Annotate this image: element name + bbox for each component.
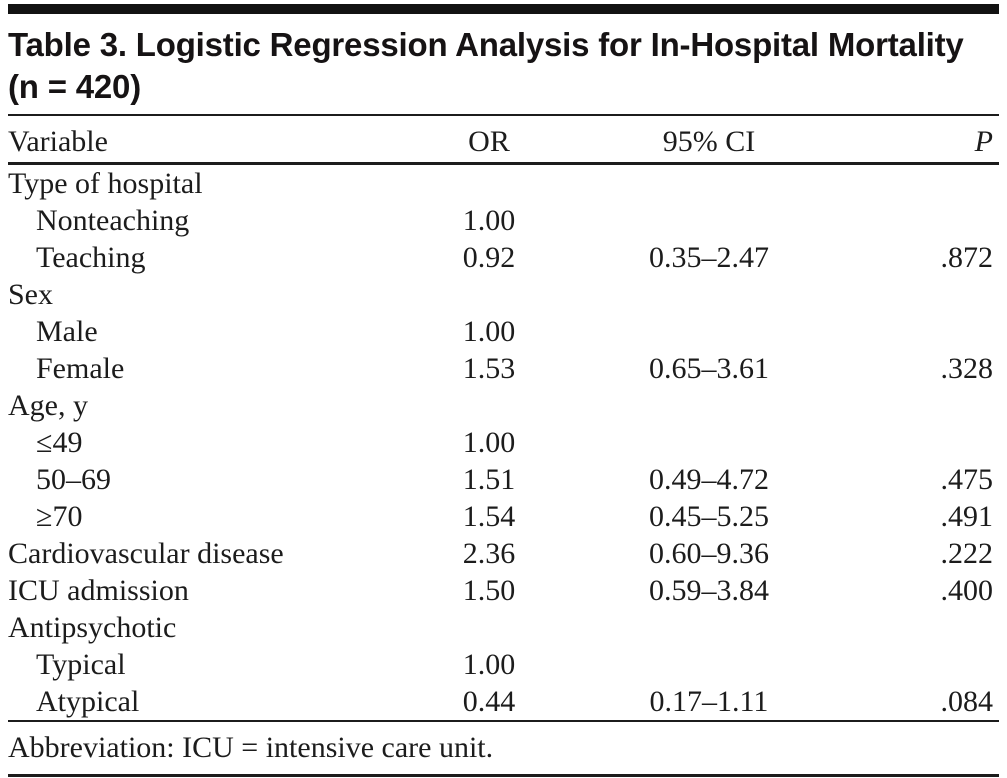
table-footnote: Abbreviation: ICU = intensive care unit. bbox=[8, 731, 494, 764]
table-row: Cardiovascular disease 2.36 0.60–9.36 .2… bbox=[8, 535, 999, 572]
table-row: Sex bbox=[8, 276, 999, 313]
row-ci-value: 0.35–2.47 bbox=[649, 241, 769, 274]
row-or-value: 1.00 bbox=[462, 315, 516, 348]
row-p-value bbox=[889, 424, 999, 461]
table-row: Teaching 0.92 0.35–2.47 .872 bbox=[8, 239, 999, 276]
rule-above-footnote bbox=[8, 720, 999, 722]
row-or-value: 2.36 bbox=[462, 537, 516, 570]
row-ci-value: 0.65–3.61 bbox=[649, 352, 769, 385]
column-header-p: P bbox=[974, 125, 993, 158]
row-ci-value: 0.49–4.72 bbox=[649, 463, 769, 496]
row-p-value bbox=[889, 165, 999, 202]
table-title-line1: Table 3. Logistic Regression Analysis fo… bbox=[8, 26, 964, 63]
row-ci-value: 0.17–1.11 bbox=[649, 685, 769, 718]
table-row: Type of hospital bbox=[8, 165, 999, 202]
row-p-value bbox=[889, 387, 999, 424]
row-or-value: 1.53 bbox=[462, 352, 516, 385]
row-variable: ICU admission bbox=[8, 574, 189, 607]
row-variable: Antipsychotic bbox=[8, 611, 177, 644]
row-variable: Age, y bbox=[8, 389, 88, 422]
table-row: 50–69 1.51 0.49–4.72 .475 bbox=[8, 461, 999, 498]
row-ci-value bbox=[529, 646, 889, 683]
row-variable: ≤49 bbox=[36, 426, 83, 459]
table-top-bar bbox=[8, 4, 999, 14]
table-header-row: Variable OR 95% CI P bbox=[8, 116, 999, 162]
column-header-or: OR bbox=[468, 125, 510, 158]
table-row: Atypical 0.44 0.17–1.11 .084 bbox=[8, 683, 999, 720]
row-ci-value bbox=[529, 165, 889, 202]
table-row: Male 1.00 bbox=[8, 313, 999, 350]
row-variable: ≥70 bbox=[36, 500, 83, 533]
row-ci-value: 0.60–9.36 bbox=[649, 537, 769, 570]
row-or-value: 0.44 bbox=[462, 685, 516, 718]
row-p-value: .400 bbox=[940, 574, 994, 607]
row-p-value bbox=[889, 646, 999, 683]
row-ci-value bbox=[529, 313, 889, 350]
row-variable: Teaching bbox=[36, 241, 146, 274]
row-variable: Type of hospital bbox=[8, 167, 203, 200]
row-variable: Atypical bbox=[36, 685, 140, 718]
row-p-value bbox=[889, 609, 999, 646]
row-variable: Male bbox=[36, 315, 98, 348]
row-variable: Female bbox=[36, 352, 125, 385]
row-p-value: .475 bbox=[940, 463, 994, 496]
row-variable: Sex bbox=[8, 278, 53, 311]
rule-below-header bbox=[8, 162, 999, 165]
row-or-value bbox=[449, 276, 529, 313]
table-row: Female 1.53 0.65–3.61 .328 bbox=[8, 350, 999, 387]
row-or-value: 1.51 bbox=[462, 463, 516, 496]
row-p-value: .328 bbox=[940, 352, 994, 385]
table-row: ICU admission 1.50 0.59–3.84 .400 bbox=[8, 572, 999, 609]
table-row: Antipsychotic bbox=[8, 609, 999, 646]
row-or-value: 1.00 bbox=[462, 648, 516, 681]
table-row: Nonteaching 1.00 bbox=[8, 202, 999, 239]
row-variable: Cardiovascular disease bbox=[8, 537, 284, 570]
row-p-value: .872 bbox=[940, 241, 994, 274]
row-p-value: .491 bbox=[940, 500, 994, 533]
table-body: Type of hospital Nonteaching 1.00 Teachi… bbox=[8, 165, 999, 720]
rule-bottom bbox=[8, 774, 999, 777]
row-or-value: 1.00 bbox=[462, 204, 516, 237]
rule-below-title bbox=[8, 114, 999, 116]
row-variable: 50–69 bbox=[36, 463, 111, 496]
table-row: ≤49 1.00 bbox=[8, 424, 999, 461]
row-p-value: .222 bbox=[940, 537, 994, 570]
row-ci-value bbox=[529, 424, 889, 461]
table-row: Typical 1.00 bbox=[8, 646, 999, 683]
row-variable: Typical bbox=[36, 648, 126, 681]
table-title: Table 3. Logistic Regression Analysis fo… bbox=[8, 24, 999, 108]
table-row: ≥70 1.54 0.45–5.25 .491 bbox=[8, 498, 999, 535]
row-or-value: 1.54 bbox=[462, 500, 516, 533]
row-p-value bbox=[889, 202, 999, 239]
row-or-value bbox=[449, 609, 529, 646]
row-p-value bbox=[889, 313, 999, 350]
row-ci-value bbox=[529, 609, 889, 646]
row-or-value: 1.00 bbox=[462, 426, 516, 459]
row-or-value bbox=[449, 387, 529, 424]
row-ci-value bbox=[529, 387, 889, 424]
row-ci-value bbox=[529, 202, 889, 239]
row-ci-value: 0.59–3.84 bbox=[649, 574, 769, 607]
row-or-value: 0.92 bbox=[462, 241, 516, 274]
row-or-value bbox=[449, 165, 529, 202]
row-ci-value: 0.45–5.25 bbox=[649, 500, 769, 533]
column-header-ci: 95% CI bbox=[662, 125, 756, 158]
row-or-value: 1.50 bbox=[462, 574, 516, 607]
row-variable: Nonteaching bbox=[36, 204, 190, 237]
row-p-value: .084 bbox=[940, 685, 994, 718]
table-title-line2: (n = 420) bbox=[8, 68, 142, 105]
column-header-variable: Variable bbox=[8, 125, 108, 158]
row-p-value bbox=[889, 276, 999, 313]
table-row: Age, y bbox=[8, 387, 999, 424]
row-ci-value bbox=[529, 276, 889, 313]
